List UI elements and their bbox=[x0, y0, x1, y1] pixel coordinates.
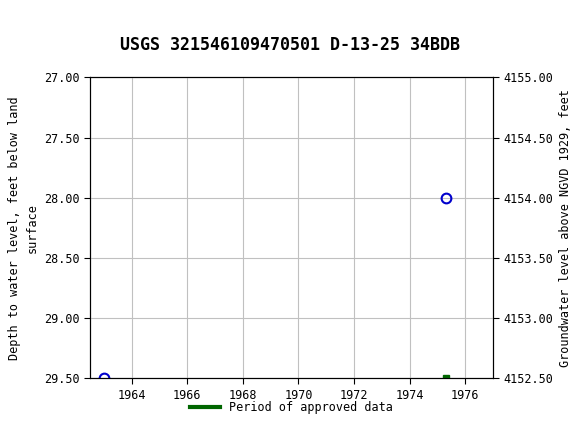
Text: USGS 321546109470501 D-13-25 34BDB: USGS 321546109470501 D-13-25 34BDB bbox=[120, 36, 460, 54]
Y-axis label: Groundwater level above NGVD 1929, feet: Groundwater level above NGVD 1929, feet bbox=[559, 89, 572, 367]
Y-axis label: Depth to water level, feet below land
surface: Depth to water level, feet below land su… bbox=[8, 96, 38, 360]
Legend: Period of approved data: Period of approved data bbox=[186, 397, 397, 419]
Text: ≋ USGS: ≋ USGS bbox=[3, 6, 86, 25]
